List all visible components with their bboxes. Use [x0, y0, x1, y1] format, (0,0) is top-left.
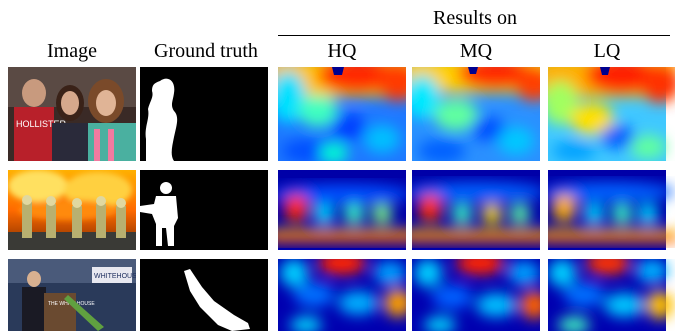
column-header-ground-truth: Ground truth — [154, 40, 258, 62]
results-header-rule — [278, 35, 670, 36]
svg-text:WHITEHOUS: WHITEHOUS — [94, 273, 137, 280]
column-header-lq: LQ — [593, 40, 621, 62]
row1-mq-heatmap — [412, 67, 540, 161]
row2-image — [8, 170, 136, 250]
results-on-label: Results on — [433, 7, 517, 29]
row3-ground-truth — [140, 259, 268, 331]
row1-ground-truth — [140, 67, 268, 161]
column-header-hq: HQ — [327, 40, 357, 62]
row2-mq-heatmap — [412, 170, 540, 250]
row2-ground-truth — [140, 170, 268, 250]
row1-image: HOLLISTER — [8, 67, 136, 161]
row2-hq-heatmap — [278, 170, 406, 250]
row2-lq-heatmap — [548, 170, 675, 250]
row3-image: WHITEHOUS THE WHITE HOUSE — [8, 259, 137, 331]
column-header-mq: MQ — [459, 40, 493, 62]
row3-mq-heatmap — [412, 259, 540, 331]
row3-lq-heatmap — [548, 259, 674, 331]
row1-hq-heatmap — [278, 67, 406, 161]
svg-text:HOLLISTER: HOLLISTER — [16, 119, 67, 129]
row3-hq-heatmap — [278, 259, 406, 331]
column-header-image: Image — [47, 40, 97, 62]
row1-lq-heatmap — [548, 67, 675, 161]
